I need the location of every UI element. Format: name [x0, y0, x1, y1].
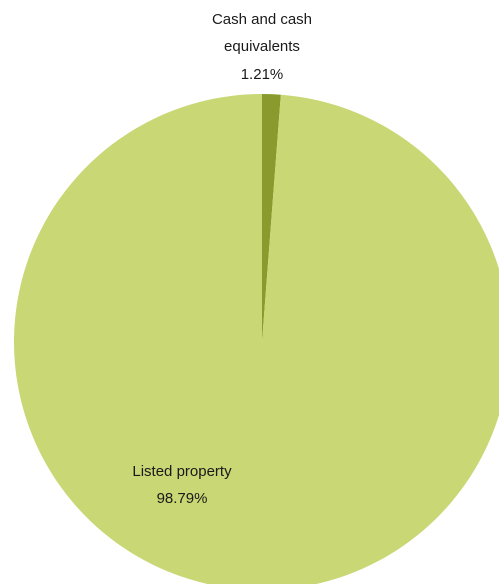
slice-label-cash-line2: equivalents: [224, 38, 300, 55]
pie-slices: [14, 94, 499, 584]
pie-slice-cash-and-cash-equivalents: [262, 94, 281, 342]
slice-value-listed-property: 98.79%: [157, 490, 208, 507]
slice-label-cash-line1: Cash and cash: [212, 11, 312, 28]
slice-label-listed-property: Listed property: [132, 463, 232, 480]
slice-value-cash: 1.21%: [241, 66, 284, 83]
pie-slice-listed-property: [14, 94, 499, 584]
